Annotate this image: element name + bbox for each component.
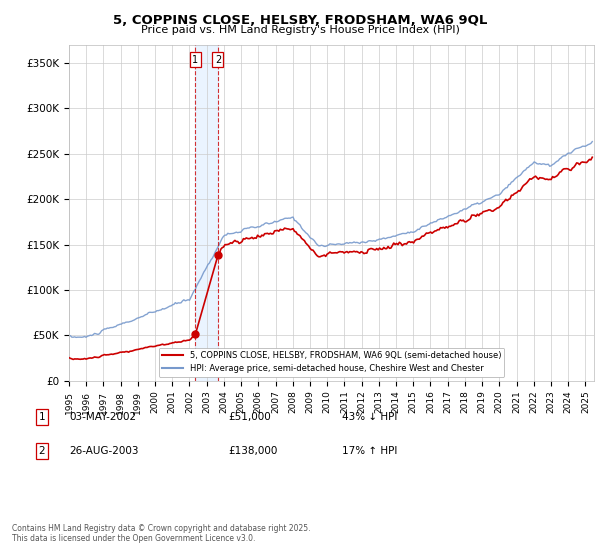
Text: 2: 2	[38, 446, 46, 456]
Text: 26-AUG-2003: 26-AUG-2003	[69, 446, 139, 456]
Text: 1: 1	[192, 55, 199, 65]
Bar	[196, 45, 218, 381]
Text: Price paid vs. HM Land Registry's House Price Index (HPI): Price paid vs. HM Land Registry's House …	[140, 25, 460, 35]
Text: 5, COPPINS CLOSE, HELSBY, FRODSHAM, WA6 9QL: 5, COPPINS CLOSE, HELSBY, FRODSHAM, WA6 …	[113, 14, 487, 27]
Text: £138,000: £138,000	[228, 446, 277, 456]
Legend: 5, COPPINS CLOSE, HELSBY, FRODSHAM, WA6 9QL (semi-detached house), HPI: Average : 5, COPPINS CLOSE, HELSBY, FRODSHAM, WA6 …	[158, 348, 505, 377]
Text: 43% ↓ HPI: 43% ↓ HPI	[342, 412, 397, 422]
Text: Contains HM Land Registry data © Crown copyright and database right 2025.
This d: Contains HM Land Registry data © Crown c…	[12, 524, 311, 543]
Text: £51,000: £51,000	[228, 412, 271, 422]
Text: 03-MAY-2002: 03-MAY-2002	[69, 412, 136, 422]
Text: 17% ↑ HPI: 17% ↑ HPI	[342, 446, 397, 456]
Text: 1: 1	[38, 412, 46, 422]
Text: 2: 2	[215, 55, 221, 65]
